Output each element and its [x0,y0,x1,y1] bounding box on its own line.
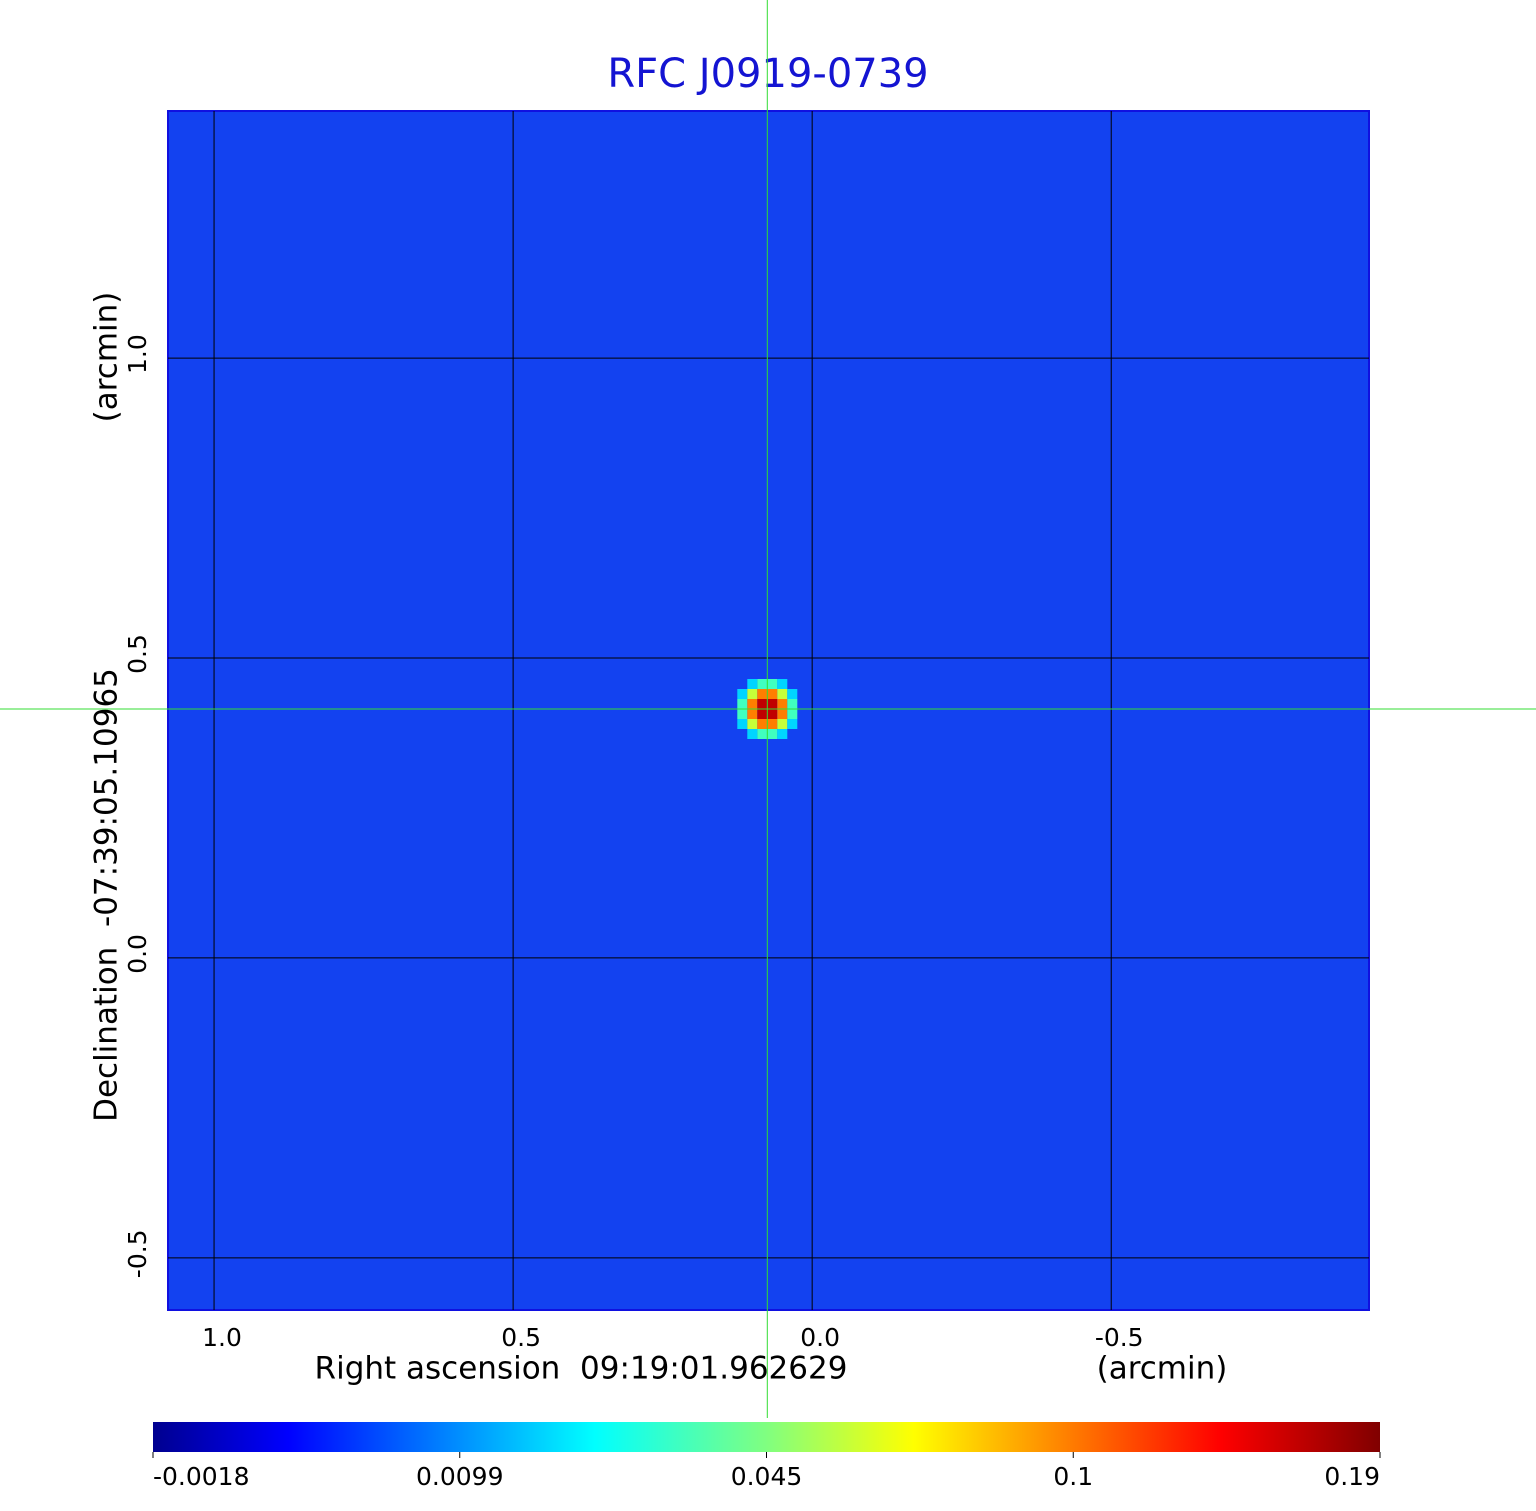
source-pixel [787,699,798,710]
source-pixel [747,719,758,730]
source-pixel [757,729,768,740]
y-tick-label: 0.5 [123,634,152,674]
source-pixel [777,709,788,720]
y-tick-label: 1.0 [123,334,152,374]
source-pixel [767,709,778,720]
source-pixel [757,699,768,710]
source-pixel [787,689,798,700]
source-pixel [747,729,758,740]
colorbar [153,1422,1380,1452]
source-pixel [757,689,768,700]
source-pixel [747,699,758,710]
source-pixel [767,729,778,740]
source-pixel [767,699,778,710]
y-tick-label: -0.5 [123,1229,152,1278]
source-pixel [787,709,798,720]
source-pixel [747,709,758,720]
source-pixel [737,689,748,700]
source-pixel [777,719,788,730]
y-axis-unit: (arcmin) [89,292,125,423]
source-pixel [777,699,788,710]
source-pixel [777,679,788,690]
source-pixel [757,679,768,690]
source-pixel [757,709,768,720]
x-tick-label: 0.0 [800,1323,840,1352]
colorbar-tick-label: 0.1 [1053,1462,1093,1491]
source-pixel [747,679,758,690]
colorbar-tick-label: 0.19 [1324,1462,1380,1491]
source-pixel [757,719,768,730]
source-pixel [737,709,748,720]
source-pixel [787,719,798,730]
x-axis-unit: (arcmin) [1097,1351,1228,1387]
colorbar-tick-label: 0.045 [731,1462,803,1491]
source-pixel [767,719,778,730]
x-tick-label: 1.0 [202,1323,242,1352]
x-tick-label: 0.5 [501,1323,541,1352]
source-pixel [737,719,748,730]
x-axis-label: Right ascension 09:19:01.962629 [315,1351,848,1387]
source-pixel [767,679,778,690]
y-tick-label: 0.0 [123,934,152,974]
colorbar-tick-label: -0.0018 [153,1462,250,1491]
x-tick-label: -0.5 [1095,1323,1144,1352]
source-pixel [737,699,748,710]
y-axis-label: Declination -07:39:05.10965 [89,668,125,1122]
source-pixel [747,689,758,700]
colorbar-tick-label: 0.0099 [416,1462,503,1491]
source [737,679,798,740]
source-pixel [767,689,778,700]
chart-title: RFC J0919-0739 [607,51,928,97]
source-pixel [777,689,788,700]
source-pixel [777,729,788,740]
